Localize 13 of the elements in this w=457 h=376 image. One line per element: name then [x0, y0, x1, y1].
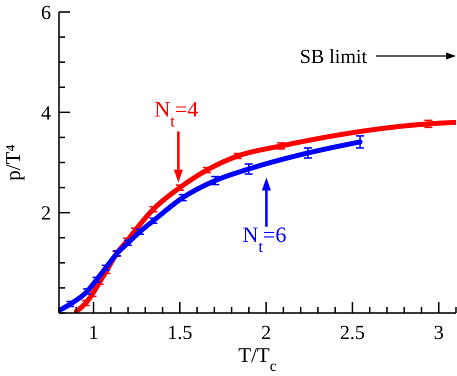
y-tick-label: 6 — [41, 2, 51, 24]
y-axis-title: p/T⁴ — [1, 144, 25, 181]
y-tick-label: 4 — [41, 102, 51, 124]
annotation: SB limit — [300, 46, 368, 68]
x-axis-title: T/T$_{c}$ — [238, 343, 277, 374]
x-tick-label: 1.5 — [167, 322, 192, 344]
x-tick-label: 3 — [434, 322, 444, 344]
x-tick-label: 1 — [88, 322, 99, 344]
legend-label: N$_{t}$=6 — [242, 222, 286, 256]
y-tick-label: 2 — [41, 202, 51, 225]
series-label: N$_{t}$=4 — [154, 96, 198, 130]
x-tick-label: 2.5 — [340, 322, 365, 344]
x-tick-label: 2 — [261, 322, 272, 344]
